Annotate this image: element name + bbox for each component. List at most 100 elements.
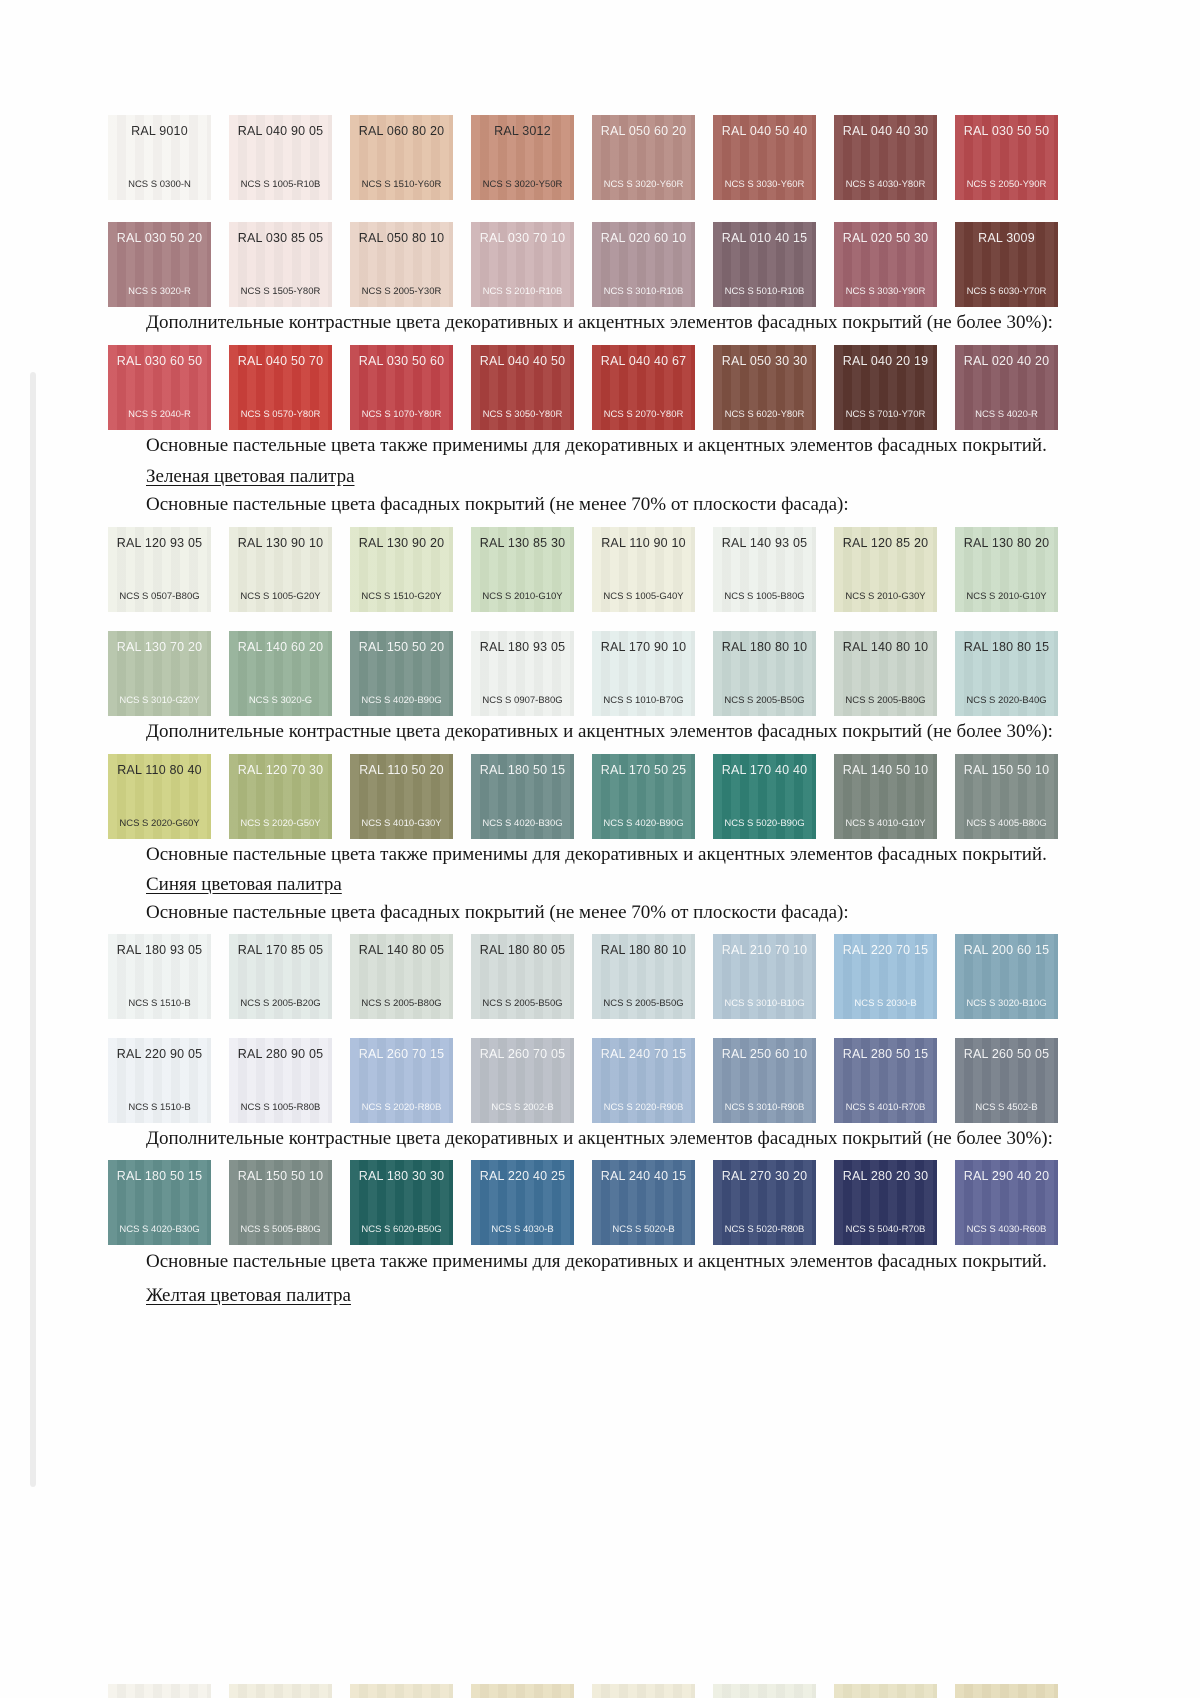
ral-code: RAL 270 30 20 [721, 1169, 808, 1183]
paragraph-contrast-green: Дополнительные контрастные цвета декорат… [146, 721, 1053, 742]
ral-code: RAL 130 85 30 [479, 536, 566, 550]
color-swatch: RAL 3012 NCS S 3020-Y50R [471, 115, 574, 200]
ncs-code: NCS S 3020-Y50R [482, 179, 563, 190]
ncs-code: NCS S 4020-R [975, 409, 1038, 420]
ncs-code: NCS S 3020-R [128, 286, 191, 297]
ral-code: RAL 030 85 05 [237, 231, 324, 245]
ral-code: RAL 220 90 05 [116, 1047, 203, 1061]
ncs-code: NCS S 2005-B80G [845, 695, 926, 706]
color-swatch: RAL 010 40 15 NCS S 5010-R10B [713, 222, 816, 307]
ral-code: RAL 110 80 40 [117, 763, 202, 777]
color-swatch: RAL 240 40 15 NCS S 5020-B [592, 1160, 695, 1245]
paragraph-pastel-blue: Основные пастельные цвета также применим… [146, 1251, 1047, 1272]
color-swatch: RAL 180 80 15 NCS S 2020-B40G [955, 631, 1058, 716]
heading-green-palette: Зеленая цветовая палитра [146, 466, 355, 487]
ral-code: RAL 3012 [494, 124, 551, 138]
color-swatch: RAL 130 90 20 NCS S 1510-G20Y [350, 527, 453, 612]
ral-code: RAL 170 40 40 [721, 763, 808, 777]
ral-code: RAL 010 40 15 [721, 231, 808, 245]
ncs-code: NCS S 4030-Y80R [845, 179, 926, 190]
ncs-code: NCS S 1005-G20Y [240, 591, 321, 602]
ncs-code: NCS S 6020-B50G [361, 1224, 442, 1235]
ral-code: RAL 250 60 10 [721, 1047, 808, 1061]
color-swatch: RAL 030 50 50 NCS S 2050-Y90R [955, 115, 1058, 200]
swatch-row-yellow-main-1 [108, 1684, 1058, 1698]
color-swatch [713, 1684, 816, 1698]
ncs-code: NCS S 1505-Y80R [240, 286, 321, 297]
ral-code: RAL 170 90 10 [600, 640, 687, 654]
ncs-code: NCS S 5040-R70B [845, 1224, 926, 1235]
ncs-code: NCS S 2070-Y80R [603, 409, 684, 420]
color-swatch: RAL 250 60 10 NCS S 3010-R90B [713, 1038, 816, 1123]
ral-code: RAL 240 70 15 [600, 1047, 687, 1061]
swatch-row-green-main-1: RAL 120 93 05 NCS S 0507-B80G RAL 130 90 1… [108, 527, 1058, 612]
color-swatch: RAL 040 50 40 NCS S 3030-Y60R [713, 115, 816, 200]
ncs-code: NCS S 2020-R80B [361, 1102, 442, 1113]
ncs-code: NCS S 7010-Y70R [845, 409, 926, 420]
swatch-row-green-main-2: RAL 130 70 20 NCS S 3010-G20Y RAL 140 60 2… [108, 631, 1058, 716]
ncs-code: NCS S 4030-B [491, 1224, 554, 1235]
ral-code: RAL 180 50 15 [479, 763, 566, 777]
color-swatch: RAL 270 30 20 NCS S 5020-R80B [713, 1160, 816, 1245]
color-swatch: RAL 140 50 10 NCS S 4010-G10Y [834, 754, 937, 839]
color-swatch: RAL 290 40 20 NCS S 4030-R60B [955, 1160, 1058, 1245]
color-swatch: RAL 220 90 05 NCS S 1510-B [108, 1038, 211, 1123]
ncs-code: NCS S 3030-Y90R [845, 286, 926, 297]
color-swatch: RAL 180 50 15 NCS S 4020-B30G [108, 1160, 211, 1245]
color-swatch: RAL 130 90 10 NCS S 1005-G20Y [229, 527, 332, 612]
swatch-row-blue-main-2: RAL 220 90 05 NCS S 1510-B RAL 280 90 05 NC… [108, 1038, 1058, 1123]
paragraph-contrast-blue: Дополнительные контрастные цвета декорат… [146, 1128, 1053, 1149]
color-swatch: RAL 130 85 30 NCS S 2010-G10Y [471, 527, 574, 612]
ral-code: RAL 150 50 20 [358, 640, 445, 654]
ral-code: RAL 120 93 05 [116, 536, 203, 550]
swatch-row-blue-main-1: RAL 180 93 05 NCS S 1510-B RAL 170 85 05 NC… [108, 934, 1058, 1019]
ncs-code: NCS S 2020-G50Y [240, 818, 321, 829]
color-swatch: RAL 040 40 67 NCS S 2070-Y80R [592, 345, 695, 430]
ncs-code: NCS S 2010-G10Y [966, 591, 1047, 602]
ral-code: RAL 050 80 10 [358, 231, 445, 245]
color-swatch: RAL 210 70 10 NCS S 3010-B10G [713, 934, 816, 1019]
ral-code: RAL 200 60 15 [963, 943, 1050, 957]
ncs-code: NCS S 4010-G10Y [845, 818, 926, 829]
ral-code: RAL 220 40 25 [479, 1169, 566, 1183]
ncs-code: NCS S 2020-B40G [966, 695, 1047, 706]
ncs-code: NCS S 6020-Y80R [724, 409, 805, 420]
ncs-code: NCS S 4005-B80G [966, 818, 1047, 829]
color-swatch: RAL 150 50 10 NCS S 5005-B80G [229, 1160, 332, 1245]
ncs-code: NCS S 1005-R80B [240, 1102, 321, 1113]
heading-yellow-palette: Желтая цветовая палитра [146, 1285, 351, 1306]
ral-code: RAL 260 70 15 [358, 1047, 445, 1061]
ncs-code: NCS S 2005-B20G [240, 998, 321, 1009]
ncs-code: NCS S 3010-B10G [724, 998, 805, 1009]
ncs-code: NCS S 3010-R10B [603, 286, 684, 297]
color-swatch: RAL 120 70 30 NCS S 2020-G50Y [229, 754, 332, 839]
ral-code: RAL 260 70 05 [479, 1047, 566, 1061]
ncs-code: NCS S 3030-Y60R [724, 179, 805, 190]
color-swatch [229, 1684, 332, 1698]
paragraph-pastel-red: Основные пастельные цвета также применим… [146, 435, 1047, 456]
ral-code: RAL 040 40 30 [842, 124, 929, 138]
ncs-code: NCS S 2010-G30Y [845, 591, 926, 602]
color-swatch [955, 1684, 1058, 1698]
color-swatch: RAL 020 40 20 NCS S 4020-R [955, 345, 1058, 430]
ncs-code: NCS S 2050-Y90R [966, 179, 1047, 190]
color-swatch: RAL 050 30 30 NCS S 6020-Y80R [713, 345, 816, 430]
ral-code: RAL 020 40 20 [963, 354, 1050, 368]
color-swatch [350, 1684, 453, 1698]
ncs-code: NCS S 5020-B90G [724, 818, 805, 829]
color-swatch: RAL 180 80 05 NCS S 2005-B50G [471, 934, 574, 1019]
color-swatch: RAL 180 30 30 NCS S 6020-B50G [350, 1160, 453, 1245]
ncs-code: NCS S 1005-R10B [240, 179, 321, 190]
ral-code: RAL 040 40 67 [600, 354, 687, 368]
color-swatch: RAL 050 60 20 NCS S 3020-Y60R [592, 115, 695, 200]
ral-code: RAL 050 60 20 [600, 124, 687, 138]
ral-code: RAL 180 93 05 [116, 943, 203, 957]
ral-code: RAL 210 70 10 [721, 943, 808, 957]
color-swatch: RAL 120 93 05 NCS S 0507-B80G [108, 527, 211, 612]
color-swatch: RAL 040 50 70 NCS S 0570-Y80R [229, 345, 332, 430]
color-swatch: RAL 220 70 15 NCS S 2030-B [834, 934, 937, 1019]
ncs-code: NCS S 3010-R90B [724, 1102, 805, 1113]
color-swatch: RAL 120 85 20 NCS S 2010-G30Y [834, 527, 937, 612]
color-swatch: RAL 240 70 15 NCS S 2020-R90B [592, 1038, 695, 1123]
color-swatch: RAL 020 60 10 NCS S 3010-R10B [592, 222, 695, 307]
